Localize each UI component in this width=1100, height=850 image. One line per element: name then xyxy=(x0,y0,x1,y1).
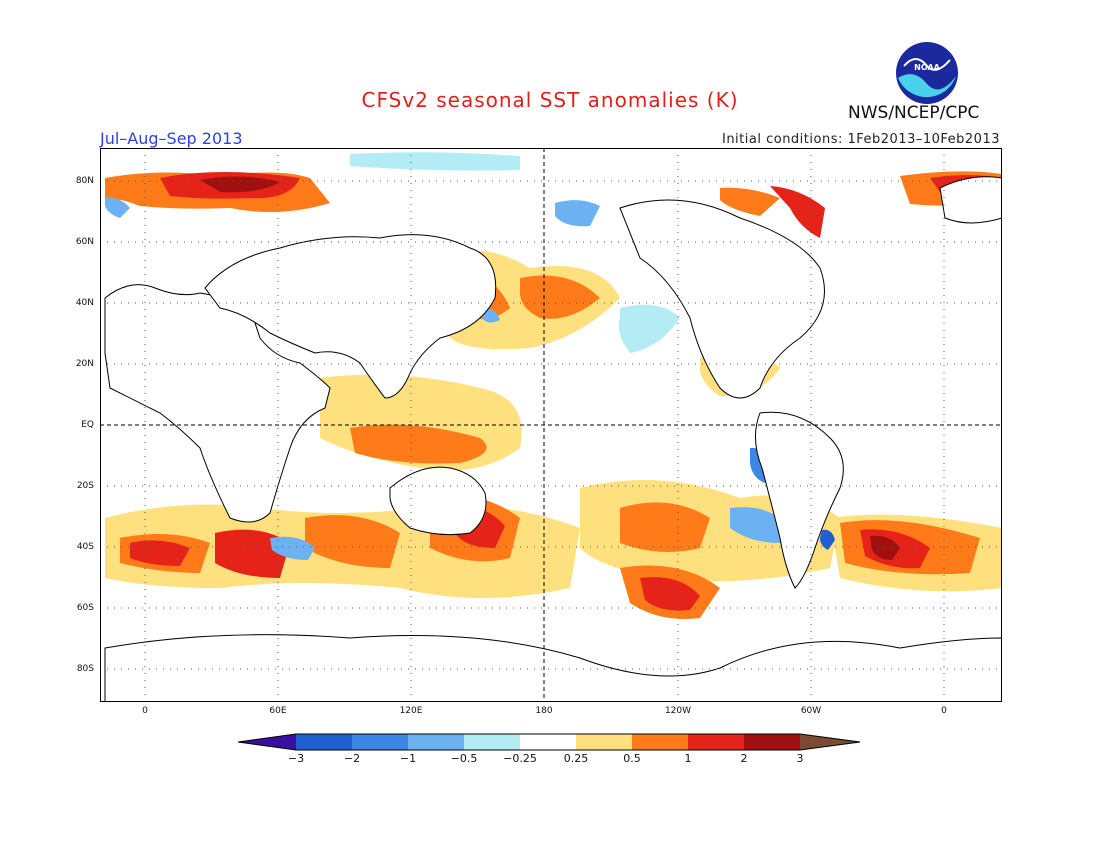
antarctica-outline xyxy=(104,634,1002,702)
forecast-period: Jul–Aug–Sep 2013 xyxy=(100,129,243,148)
colorbar xyxy=(238,733,861,751)
greenland-outline xyxy=(939,176,1002,224)
lat-tick: EQ xyxy=(81,420,94,430)
lon-tick: 180 xyxy=(535,706,553,716)
colorbar-label: −0.5 xyxy=(450,752,478,765)
colorbar-label: 3 xyxy=(796,752,804,765)
colorbar-segment xyxy=(408,734,464,750)
lat-tick: 40N xyxy=(75,298,94,308)
colorbar-label: −2 xyxy=(343,752,361,765)
logo-text: NOAA xyxy=(914,63,940,72)
lat-tick: 60N xyxy=(75,237,94,247)
lat-tick: 40S xyxy=(76,542,94,552)
lon-tick: 120E xyxy=(399,706,423,716)
asia-outline xyxy=(204,234,497,399)
map-frame xyxy=(100,148,1002,702)
noaa-logo: NOAA xyxy=(896,42,958,104)
coastlines xyxy=(104,176,1002,702)
sst-anomaly-map xyxy=(100,148,1002,702)
anomaly-field xyxy=(105,152,1002,619)
australia-outline xyxy=(389,466,487,536)
lon-tick: 60W xyxy=(800,706,822,716)
lon-tick: 60E xyxy=(269,706,287,716)
colorbar-segment xyxy=(296,734,352,750)
colorbar-label: −0.25 xyxy=(503,752,537,765)
lat-tick: 20S xyxy=(76,481,94,491)
agency-label: NWS/NCEP/CPC xyxy=(848,103,980,123)
colorbar-label: 2 xyxy=(740,752,748,765)
colorbar-segment xyxy=(632,734,688,750)
colorbar-label: −3 xyxy=(287,752,305,765)
north-america-outline xyxy=(619,199,825,399)
colorbar-segment xyxy=(352,734,408,750)
colorbar-outline xyxy=(238,733,861,751)
lon-tick: 0 xyxy=(941,706,947,716)
colorbar-label: −1 xyxy=(399,752,417,765)
lat-tick: 80N xyxy=(75,176,94,186)
colorbar-segment xyxy=(464,734,520,750)
colorbar-segment xyxy=(520,734,576,750)
lat-tick: 60S xyxy=(76,603,94,613)
lat-tick: 80S xyxy=(76,664,94,674)
reference-lines xyxy=(100,148,1002,702)
initial-conditions: Initial conditions: 1Feb2013–10Feb2013 xyxy=(721,132,1000,147)
colorbar-label: 0.25 xyxy=(563,752,589,765)
colorbar-segment xyxy=(576,734,632,750)
lon-tick: 120W xyxy=(664,706,692,716)
lon-tick: 0 xyxy=(142,706,148,716)
colorbar-label: 0.5 xyxy=(623,752,641,765)
colorbar-segment xyxy=(744,734,800,750)
south-america-outline xyxy=(755,411,844,589)
africa-outline xyxy=(104,284,331,523)
chart-title: CFSv2 seasonal SST anomalies (K) xyxy=(361,88,739,112)
lat-tick: 20N xyxy=(75,359,94,369)
colorbar-segment xyxy=(800,734,860,750)
colorbar-segment xyxy=(688,734,744,750)
colorbar-label: 1 xyxy=(684,752,692,765)
colorbar-segment xyxy=(238,734,296,750)
